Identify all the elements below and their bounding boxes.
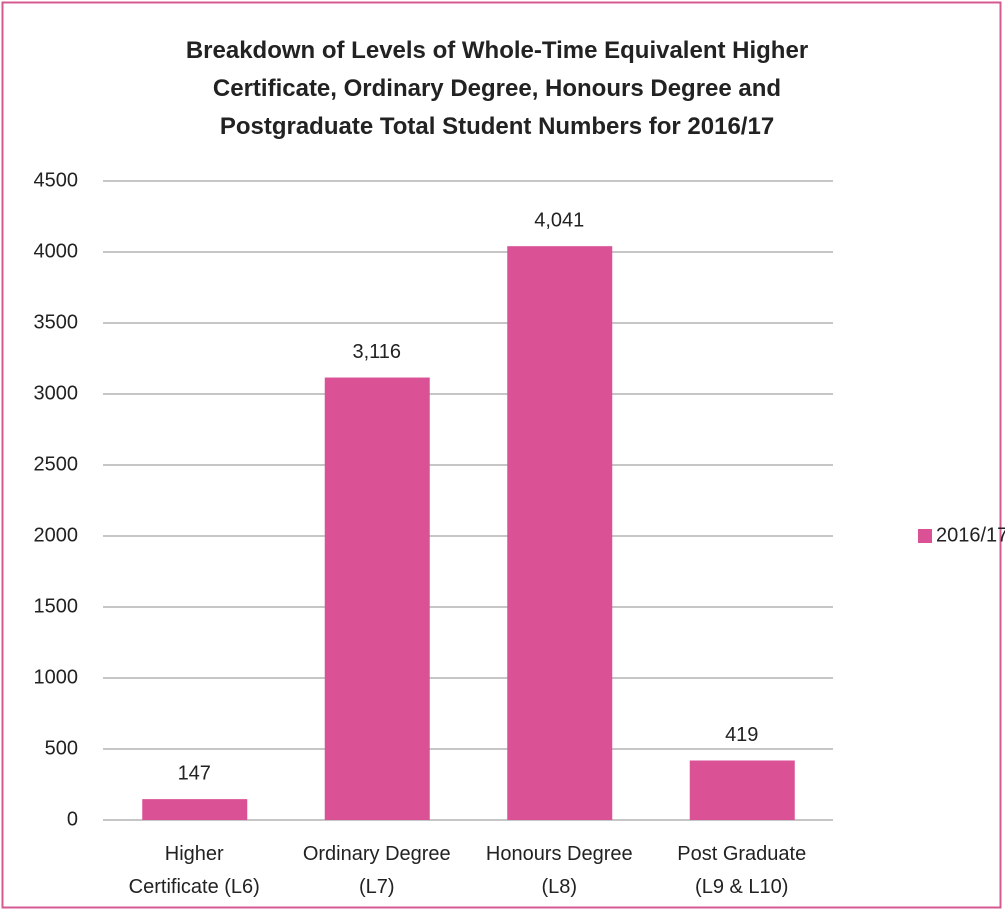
bar [324,377,430,820]
y-tick-label: 4500 [34,169,79,191]
x-tick-label: Honours Degree (L8) [486,843,633,898]
y-tick-label: 2000 [34,524,79,546]
x-tick-label: Post Graduate (L9 & L10) [677,843,806,898]
value-label: 147 [178,762,211,784]
y-tick-label: 4000 [34,240,79,262]
y-tick-label: 2500 [34,453,79,475]
x-tick-label: Higher Certificate (L6) [129,843,260,898]
y-tick-label: 500 [45,737,78,759]
x-tick-label: Ordinary Degree (L7) [303,843,451,898]
bar [142,799,248,820]
bar [689,760,795,820]
value-label: 3,116 [352,341,401,363]
y-tick-label: 0 [67,808,78,830]
chart-title: Breakdown of Levels of Whole-Time Equiva… [186,37,808,140]
bar [507,246,613,821]
legend-swatch [918,529,932,543]
value-label: 419 [725,724,758,746]
value-label: 4,041 [534,209,584,231]
y-tick-label: 1500 [34,595,79,617]
y-tick-label: 3500 [34,311,79,333]
y-tick-label: 3000 [34,382,79,404]
y-tick-label: 1000 [34,666,79,688]
legend-label: 2016/17 [936,524,1005,546]
